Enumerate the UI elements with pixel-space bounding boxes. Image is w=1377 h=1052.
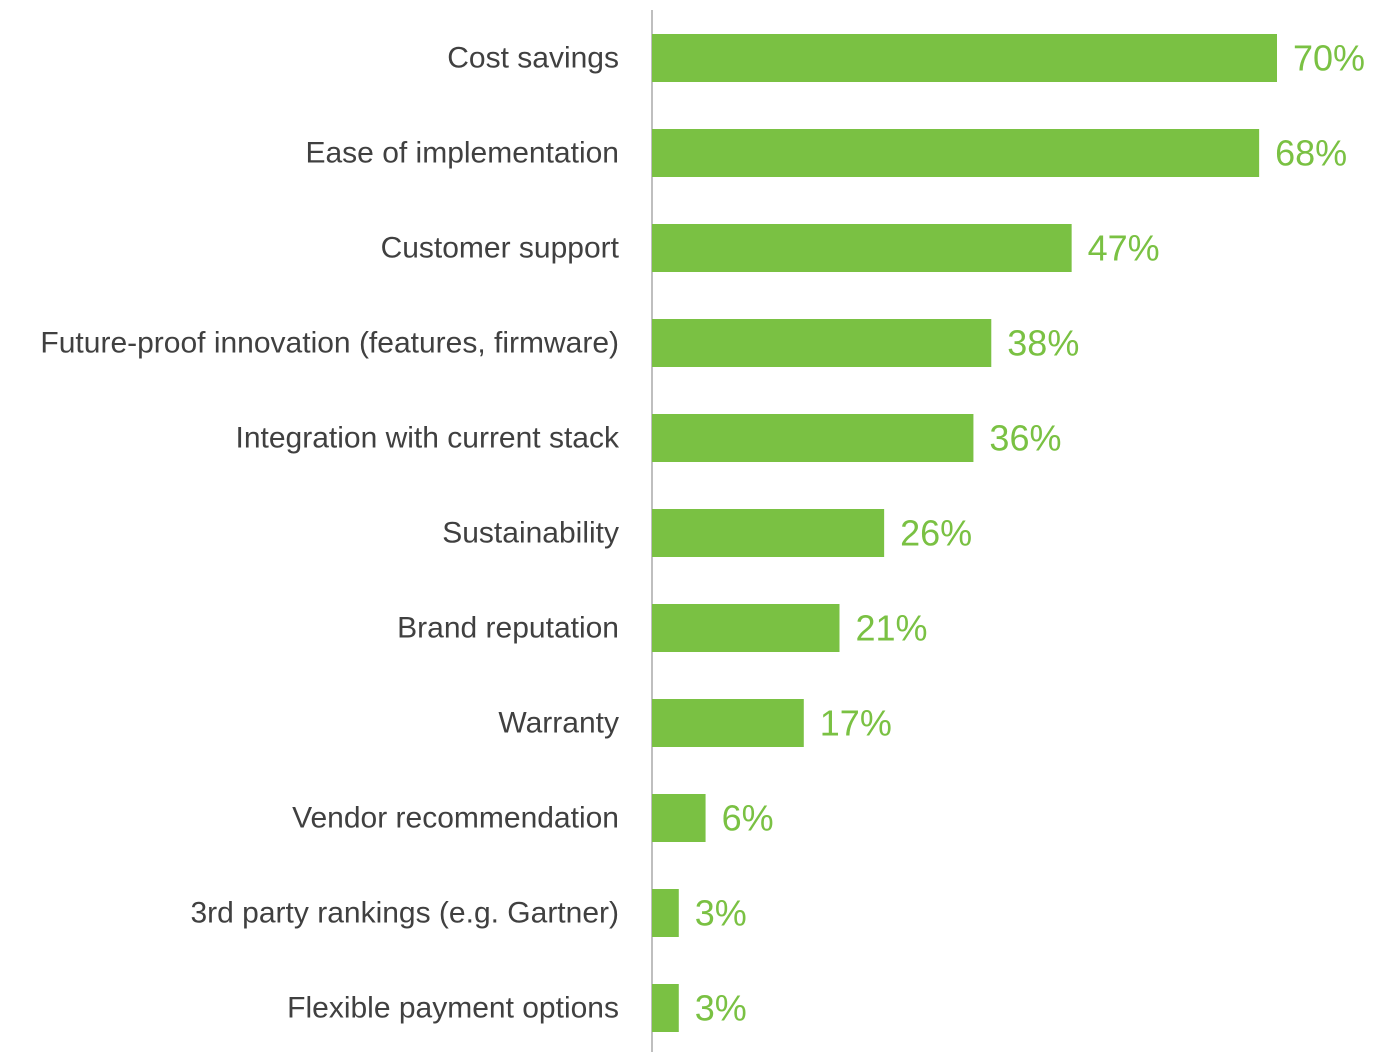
category-label: Cost savings (447, 42, 619, 75)
value-label: 26% (900, 513, 972, 554)
bar-row: Cost savings 70% (447, 34, 1365, 82)
value-label: 68% (1275, 133, 1347, 174)
category-label: 3rd party rankings (e.g. Gartner) (190, 897, 619, 930)
category-label: Future-proof innovation (features, firmw… (40, 327, 619, 360)
bar (652, 319, 992, 367)
value-label: 17% (820, 703, 892, 744)
bar (652, 604, 840, 652)
bar-row: 3rd party rankings (e.g. Gartner) 3% (190, 889, 747, 937)
value-label: 3% (695, 893, 747, 934)
value-label: 47% (1088, 228, 1160, 269)
bar (652, 224, 1072, 272)
bar-row: Vendor recommendation 6% (292, 794, 774, 842)
bar (652, 509, 885, 557)
bar-row: Customer support 47% (381, 224, 1160, 272)
bar-row: Integration with current stack 36% (235, 414, 1061, 462)
category-label: Flexible payment options (287, 992, 619, 1025)
bar (652, 984, 679, 1032)
bar (652, 34, 1277, 82)
bar-row: Sustainability 26% (442, 509, 972, 557)
value-label: 70% (1293, 38, 1365, 79)
category-label: Vendor recommendation (292, 802, 619, 835)
category-label: Customer support (381, 232, 620, 265)
bar-row: Ease of implementation 68% (305, 129, 1347, 177)
bar (652, 699, 804, 747)
value-label: 36% (989, 418, 1061, 459)
bar-row: Future-proof innovation (features, firmw… (40, 319, 1079, 367)
bar-row: Warranty 17% (498, 699, 892, 747)
value-label: 6% (722, 798, 774, 839)
bars-group: Cost savings 70% Ease of implementation 68%… (40, 34, 1365, 1032)
bar (652, 889, 679, 937)
category-label: Sustainability (442, 517, 619, 550)
value-label: 21% (856, 608, 928, 649)
bar (652, 129, 1260, 177)
category-label: Brand reputation (397, 612, 619, 645)
bar-row: Flexible payment options 3% (287, 984, 747, 1032)
category-label: Ease of implementation (305, 137, 619, 170)
category-label: Integration with current stack (235, 422, 620, 455)
category-label: Warranty (498, 707, 619, 740)
bar (652, 794, 706, 842)
value-label: 38% (1007, 323, 1079, 364)
bar-row: Brand reputation 21% (397, 604, 928, 652)
bar (652, 414, 974, 462)
value-label: 3% (695, 988, 747, 1029)
